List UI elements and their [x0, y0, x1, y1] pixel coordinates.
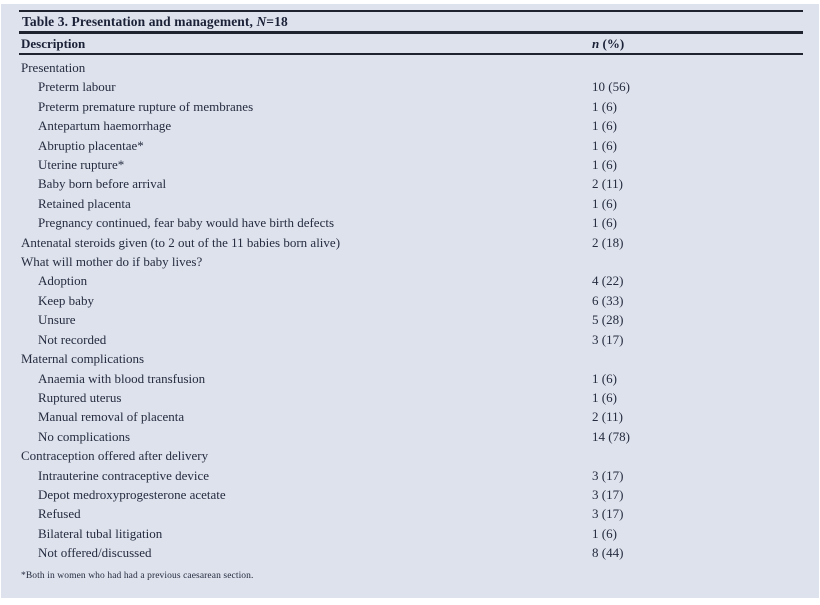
table-row: Pregnancy continued, fear baby would hav…	[19, 213, 803, 232]
row-value: 2 (18)	[592, 234, 624, 250]
row-label: Keep baby	[38, 292, 94, 308]
table-row: Presentation	[19, 58, 803, 77]
table-row: Keep baby 6 (33)	[19, 291, 803, 310]
row-value: 1 (6)	[592, 525, 617, 541]
row-label: Intrauterine contraceptive device	[38, 467, 210, 483]
row-label: No complications	[38, 428, 131, 444]
row-label: Contraception offered after delivery	[21, 448, 209, 464]
column-header-n-rest: (%)	[599, 36, 625, 51]
row-value: 2 (11)	[592, 409, 623, 425]
table-footnote: *Both in women who had had a previous ca…	[21, 570, 254, 581]
row-label: Adoption	[38, 273, 88, 289]
row-value: 1 (6)	[592, 137, 617, 153]
table-row: Adoption 4 (22)	[19, 271, 803, 290]
table-title: Table 3. Presentation and management, N=…	[19, 12, 803, 31]
table-row: Manual removal of placenta 2 (11)	[19, 407, 803, 426]
row-value: 4 (22)	[592, 273, 624, 289]
row-label: Maternal complications	[21, 351, 145, 367]
table-row: Intrauterine contraceptive device 3 (17)	[19, 466, 803, 485]
table-title-prefix: Table 3. Presentation and management,	[22, 14, 257, 29]
row-label: Not recorded	[38, 331, 107, 347]
row-label: Presentation	[21, 60, 86, 75]
row-value: 6 (33)	[592, 292, 624, 308]
row-value: 1 (6)	[592, 389, 617, 405]
table-row: Contraception offered after delivery	[19, 446, 803, 465]
table-row: Antenatal steroids given (to 2 out of th…	[19, 233, 803, 252]
row-label: Unsure	[38, 312, 76, 328]
title-separator-rule	[19, 31, 803, 34]
table-row: Refused 3 (17)	[19, 504, 803, 523]
table-row: Bilateral tubal litigation 1 (6)	[19, 524, 803, 543]
table-content: Table 3. Presentation and management, N=…	[1, 4, 819, 581]
table-row: Depot medroxyprogesterone acetate 3 (17)	[19, 485, 803, 504]
table-row: Preterm labour 10 (56)	[19, 77, 803, 96]
row-label: Baby born before arrival	[38, 176, 167, 192]
row-value: 3 (17)	[592, 486, 624, 502]
table-row: Not offered/discussed 8 (44)	[19, 543, 803, 562]
table-row: Antepartum haemorrhage 1 (6)	[19, 116, 803, 135]
row-label: Ruptured uterus	[38, 389, 122, 405]
row-value: 10 (56)	[592, 79, 630, 95]
row-value: 1 (6)	[592, 157, 617, 173]
row-label: Preterm premature rupture of membranes	[38, 98, 254, 114]
table-row: What will mother do if baby lives?	[19, 252, 803, 271]
table-row: Anaemia with blood transfusion 1 (6)	[19, 369, 803, 388]
column-header-description: Description	[21, 36, 86, 51]
table-row: No complications 14 (78)	[19, 427, 803, 446]
row-value: 1 (6)	[592, 98, 617, 114]
table-title-suffix: =18	[266, 14, 288, 29]
table-row: Preterm premature rupture of membranes 1 …	[19, 97, 803, 116]
table-title-n: N	[256, 14, 267, 29]
row-label: Pregnancy continued, fear baby would hav…	[38, 215, 335, 231]
row-label: Depot medroxyprogesterone acetate	[38, 486, 226, 502]
row-label: Antenatal steroids given (to 2 out of th…	[21, 234, 341, 250]
column-header-n-percent: n (%)	[592, 35, 624, 52]
row-value: 1 (6)	[592, 118, 617, 134]
table-row: Ruptured uterus 1 (6)	[19, 388, 803, 407]
column-header-n-italic: n	[592, 36, 600, 51]
row-label: Antepartum haemorrhage	[38, 118, 172, 134]
row-label: Uterine rupture*	[38, 157, 125, 173]
table-row: Maternal complications	[19, 349, 803, 368]
row-value: 1 (6)	[592, 215, 617, 231]
table-row: Unsure 5 (28)	[19, 310, 803, 329]
row-label: Not offered/discussed	[38, 545, 152, 561]
table-row: Abruptio placentae* 1 (6)	[19, 136, 803, 155]
column-header-row: Description n (%)	[19, 34, 803, 53]
row-value: 1 (6)	[592, 370, 617, 386]
row-value: 3 (17)	[592, 467, 624, 483]
row-value: 2 (11)	[592, 176, 623, 192]
row-value: 3 (17)	[592, 506, 624, 522]
row-value: 14 (78)	[592, 428, 630, 444]
row-value: 1 (6)	[592, 195, 617, 211]
row-value: 3 (17)	[592, 331, 624, 347]
row-value: 5 (28)	[592, 312, 624, 328]
header-separator-rule	[19, 53, 803, 55]
row-label: Preterm labour	[38, 79, 116, 95]
row-label: Abruptio placentae*	[38, 137, 144, 153]
row-label: Retained placenta	[38, 195, 131, 211]
row-label: Anaemia with blood transfusion	[38, 370, 206, 386]
row-label: What will mother do if baby lives?	[21, 254, 203, 270]
table-row: Not recorded 3 (17)	[19, 330, 803, 349]
top-rule	[19, 10, 803, 12]
row-label: Manual removal of placenta	[38, 409, 185, 425]
row-label: Refused	[38, 506, 81, 522]
table-panel: Table 3. Presentation and management, N=…	[1, 4, 819, 598]
table-row: Uterine rupture* 1 (6)	[19, 155, 803, 174]
row-value: 8 (44)	[592, 545, 624, 561]
table-body: Presentation Preterm labour 10 (56) Preterm…	[19, 55, 803, 563]
table-row: Retained placenta 1 (6)	[19, 194, 803, 213]
row-label: Bilateral tubal litigation	[38, 525, 163, 541]
table-row: Baby born before arrival 2 (11)	[19, 174, 803, 193]
